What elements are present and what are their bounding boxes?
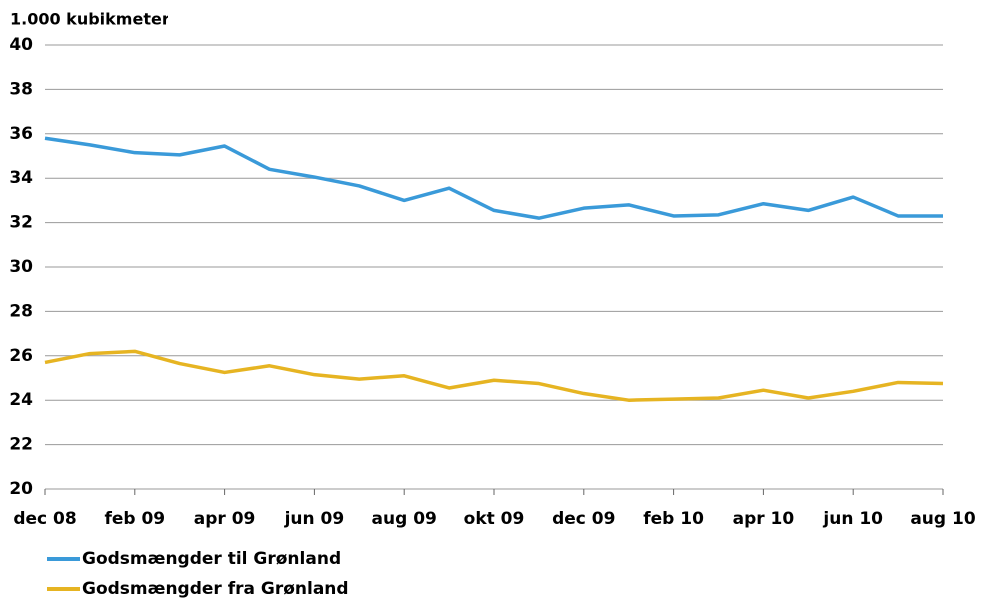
x-tick-label: apr 09 [194,509,256,529]
x-tick-label: feb 09 [104,509,165,529]
legend-label: Godsmængder til Grønland [82,549,341,569]
y-tick-label: 40 [9,35,33,55]
x-tick-label: jun 09 [284,509,345,529]
x-tick-label: dec 08 [13,509,76,529]
y-tick-label: 28 [9,301,33,321]
y-tick-label: 36 [9,124,33,144]
axis-title: 1.000 kubikmeter [10,10,170,29]
y-tick-label: 20 [9,479,33,499]
x-tick-label: apr 10 [733,509,795,529]
x-tick-label: dec 09 [552,509,615,529]
y-tick-label: 30 [9,257,33,277]
legend-label: Godsmængder fra Grønland [82,579,349,599]
y-tick-label: 24 [9,390,33,410]
series-line [44,349,944,402]
y-tick-label: 38 [9,79,33,99]
y-tick-label: 26 [9,346,33,366]
x-tick-label: aug 09 [372,509,437,529]
series-line [44,136,943,220]
x-tick-label: feb 10 [643,509,704,529]
y-tick-label: 22 [9,435,33,455]
x-tick-label: aug 10 [910,509,975,529]
x-tick-label: jun 10 [822,509,883,529]
y-tick-label: 34 [9,168,33,188]
y-tick-label: 32 [9,213,33,233]
x-tick-label: okt 09 [464,509,525,529]
